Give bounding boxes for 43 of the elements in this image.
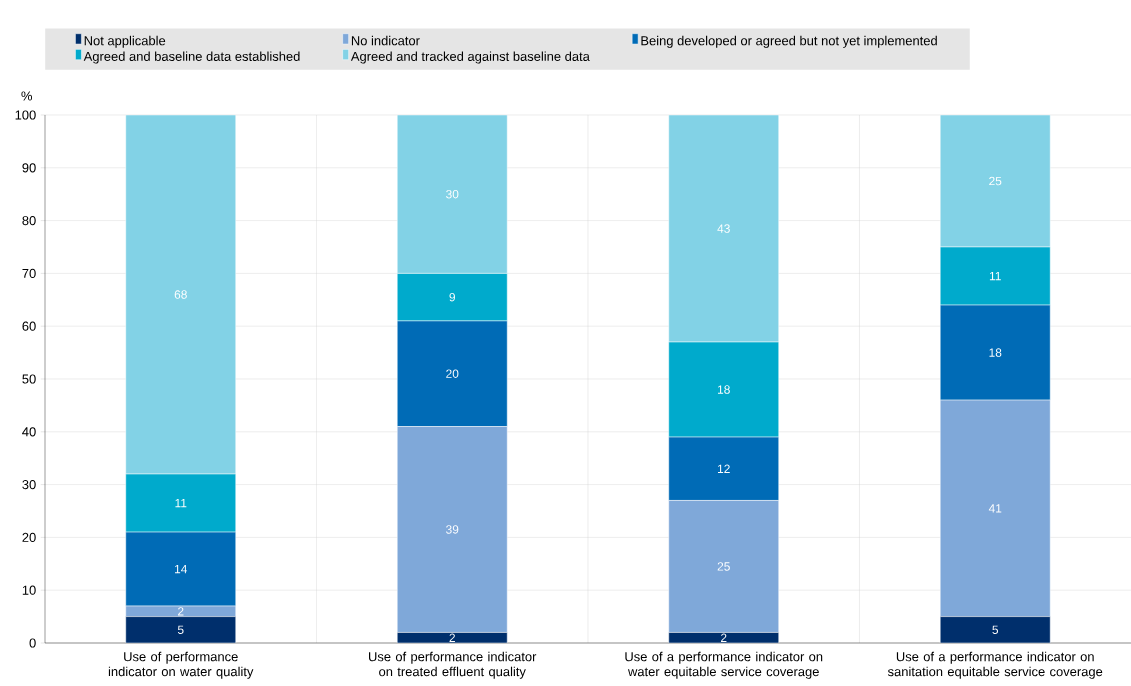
- data-label: 5: [177, 625, 184, 634]
- y-axis-title: %: [21, 91, 33, 101]
- data-label: 5: [992, 625, 999, 634]
- y-tick-label: 90: [22, 163, 36, 173]
- data-label: 25: [717, 562, 730, 571]
- data-label: 43: [717, 224, 730, 233]
- data-label: 39: [446, 525, 459, 534]
- data-label: 2: [721, 633, 727, 642]
- data-label: 68: [174, 290, 187, 299]
- bar: [939, 616, 1051, 643]
- data-label: 9: [449, 292, 455, 302]
- data-label: 41: [988, 504, 1002, 513]
- data-label: 25: [989, 176, 1002, 186]
- x-tick-label: Use of a performance indicator on water equitable service coverage: [625, 651, 823, 679]
- y-tick-label: 30: [22, 480, 36, 490]
- bar: [125, 616, 236, 643]
- legend-label: Not applicable: [84, 35, 166, 48]
- data-label: 30: [446, 189, 459, 199]
- x-tick-label: Use of a performance indicator on sanitation equitable service coverage: [887, 651, 1103, 679]
- legend-label: No indicator: [351, 35, 420, 46]
- data-label: 2: [178, 607, 184, 616]
- y-tick-label: 70: [22, 268, 36, 278]
- y-tick-label: 40: [22, 427, 36, 437]
- y-tick-label: 60: [22, 321, 36, 331]
- legend-label: Agreed and tracked against baseline data: [350, 51, 590, 64]
- data-label: 2: [449, 633, 455, 642]
- data-label: 11: [989, 271, 1001, 281]
- y-tick-label: 20: [22, 532, 36, 542]
- data-label: 12: [717, 464, 730, 473]
- data-label: 18: [717, 385, 730, 394]
- y-tick-label: 80: [22, 216, 36, 226]
- y-tick-label: 50: [22, 374, 36, 384]
- y-tick-label: 10: [22, 585, 36, 595]
- x-tick-label: Use of performance indicator on treated effluent quality: [369, 651, 537, 679]
- data-label: 14: [175, 564, 188, 574]
- legend-label: Being developed or agreed but not yet implemented: [641, 35, 937, 48]
- data-label: 11: [175, 498, 187, 508]
- x-tick-label: Use of performance indicator on water quality: [108, 651, 254, 679]
- legend-label: Agreed and baseline data established: [83, 51, 300, 64]
- data-label: 20: [446, 369, 459, 378]
- data-label: 18: [989, 348, 1002, 357]
- y-tick-label: 100: [15, 110, 36, 120]
- y-tick-label: 0: [29, 638, 36, 648]
